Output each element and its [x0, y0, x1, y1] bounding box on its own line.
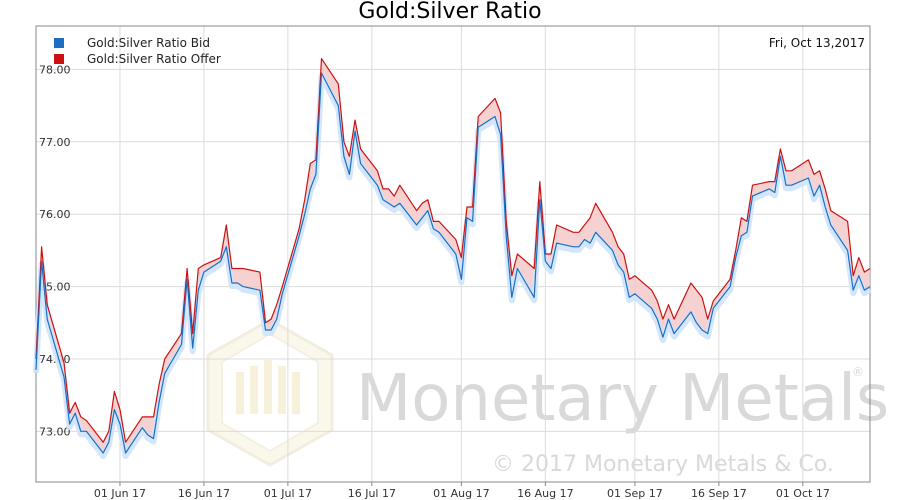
y-tick-label: 78.00 — [39, 63, 71, 76]
legend-item-bid[interactable]: Gold:Silver Ratio Bid — [54, 36, 210, 50]
legend-label-offer: Gold:Silver Ratio Offer — [87, 52, 221, 66]
bid-offer-spread-band — [36, 58, 870, 453]
series-line-offer — [35, 58, 871, 443]
bid-glow — [33, 73, 872, 459]
x-tick-label: 16 Sep 17 — [691, 487, 747, 500]
series-layer — [33, 58, 872, 459]
watermark-brand: Monetary Metals — [356, 362, 889, 436]
y-tick-label: 77.00 — [39, 136, 71, 149]
x-tick-label: 01 Jun 17 — [94, 487, 146, 500]
watermark-registered-mark: ® — [852, 365, 864, 379]
series-line-bid — [35, 72, 871, 454]
watermark: Monetary Metals ® © 2017 Monetary Metals… — [206, 318, 889, 477]
legend-swatch-bid — [54, 38, 64, 48]
x-tick-label: 01 Oct 17 — [776, 487, 830, 500]
monetary-metals-logo — [206, 318, 334, 467]
plot-frame — [35, 25, 871, 483]
x-tick-label: 16 Aug 17 — [517, 487, 573, 500]
x-tick-label: 16 Jun 17 — [178, 487, 230, 500]
chart-date: Fri, Oct 13,2017 — [769, 36, 865, 50]
x-tick-label: 16 Jul 17 — [348, 487, 396, 500]
watermark-copyright: © 2017 Monetary Metals & Co. — [492, 452, 834, 477]
x-axis: 01 Jun 17 16 Jun 17 01 Jul 17 16 Jul 17 01 A… — [94, 482, 830, 500]
x-tick-label: 01 Sep 17 — [607, 487, 663, 500]
legend-swatch-offer — [54, 54, 64, 64]
legend: Gold:Silver Ratio Bid Gold:Silver Ratio … — [54, 36, 221, 66]
grid — [36, 26, 870, 482]
x-tick-label: 01 Jul 17 — [264, 487, 312, 500]
x-tick-label: 01 Aug 17 — [433, 487, 489, 500]
chart-title: Gold:Silver Ratio — [358, 0, 541, 24]
legend-label-bid: Gold:Silver Ratio Bid — [87, 36, 210, 50]
y-tick-label: 73.00 — [39, 425, 71, 438]
legend-item-offer[interactable]: Gold:Silver Ratio Offer — [54, 52, 221, 66]
y-tick-label: 76.00 — [39, 208, 71, 221]
